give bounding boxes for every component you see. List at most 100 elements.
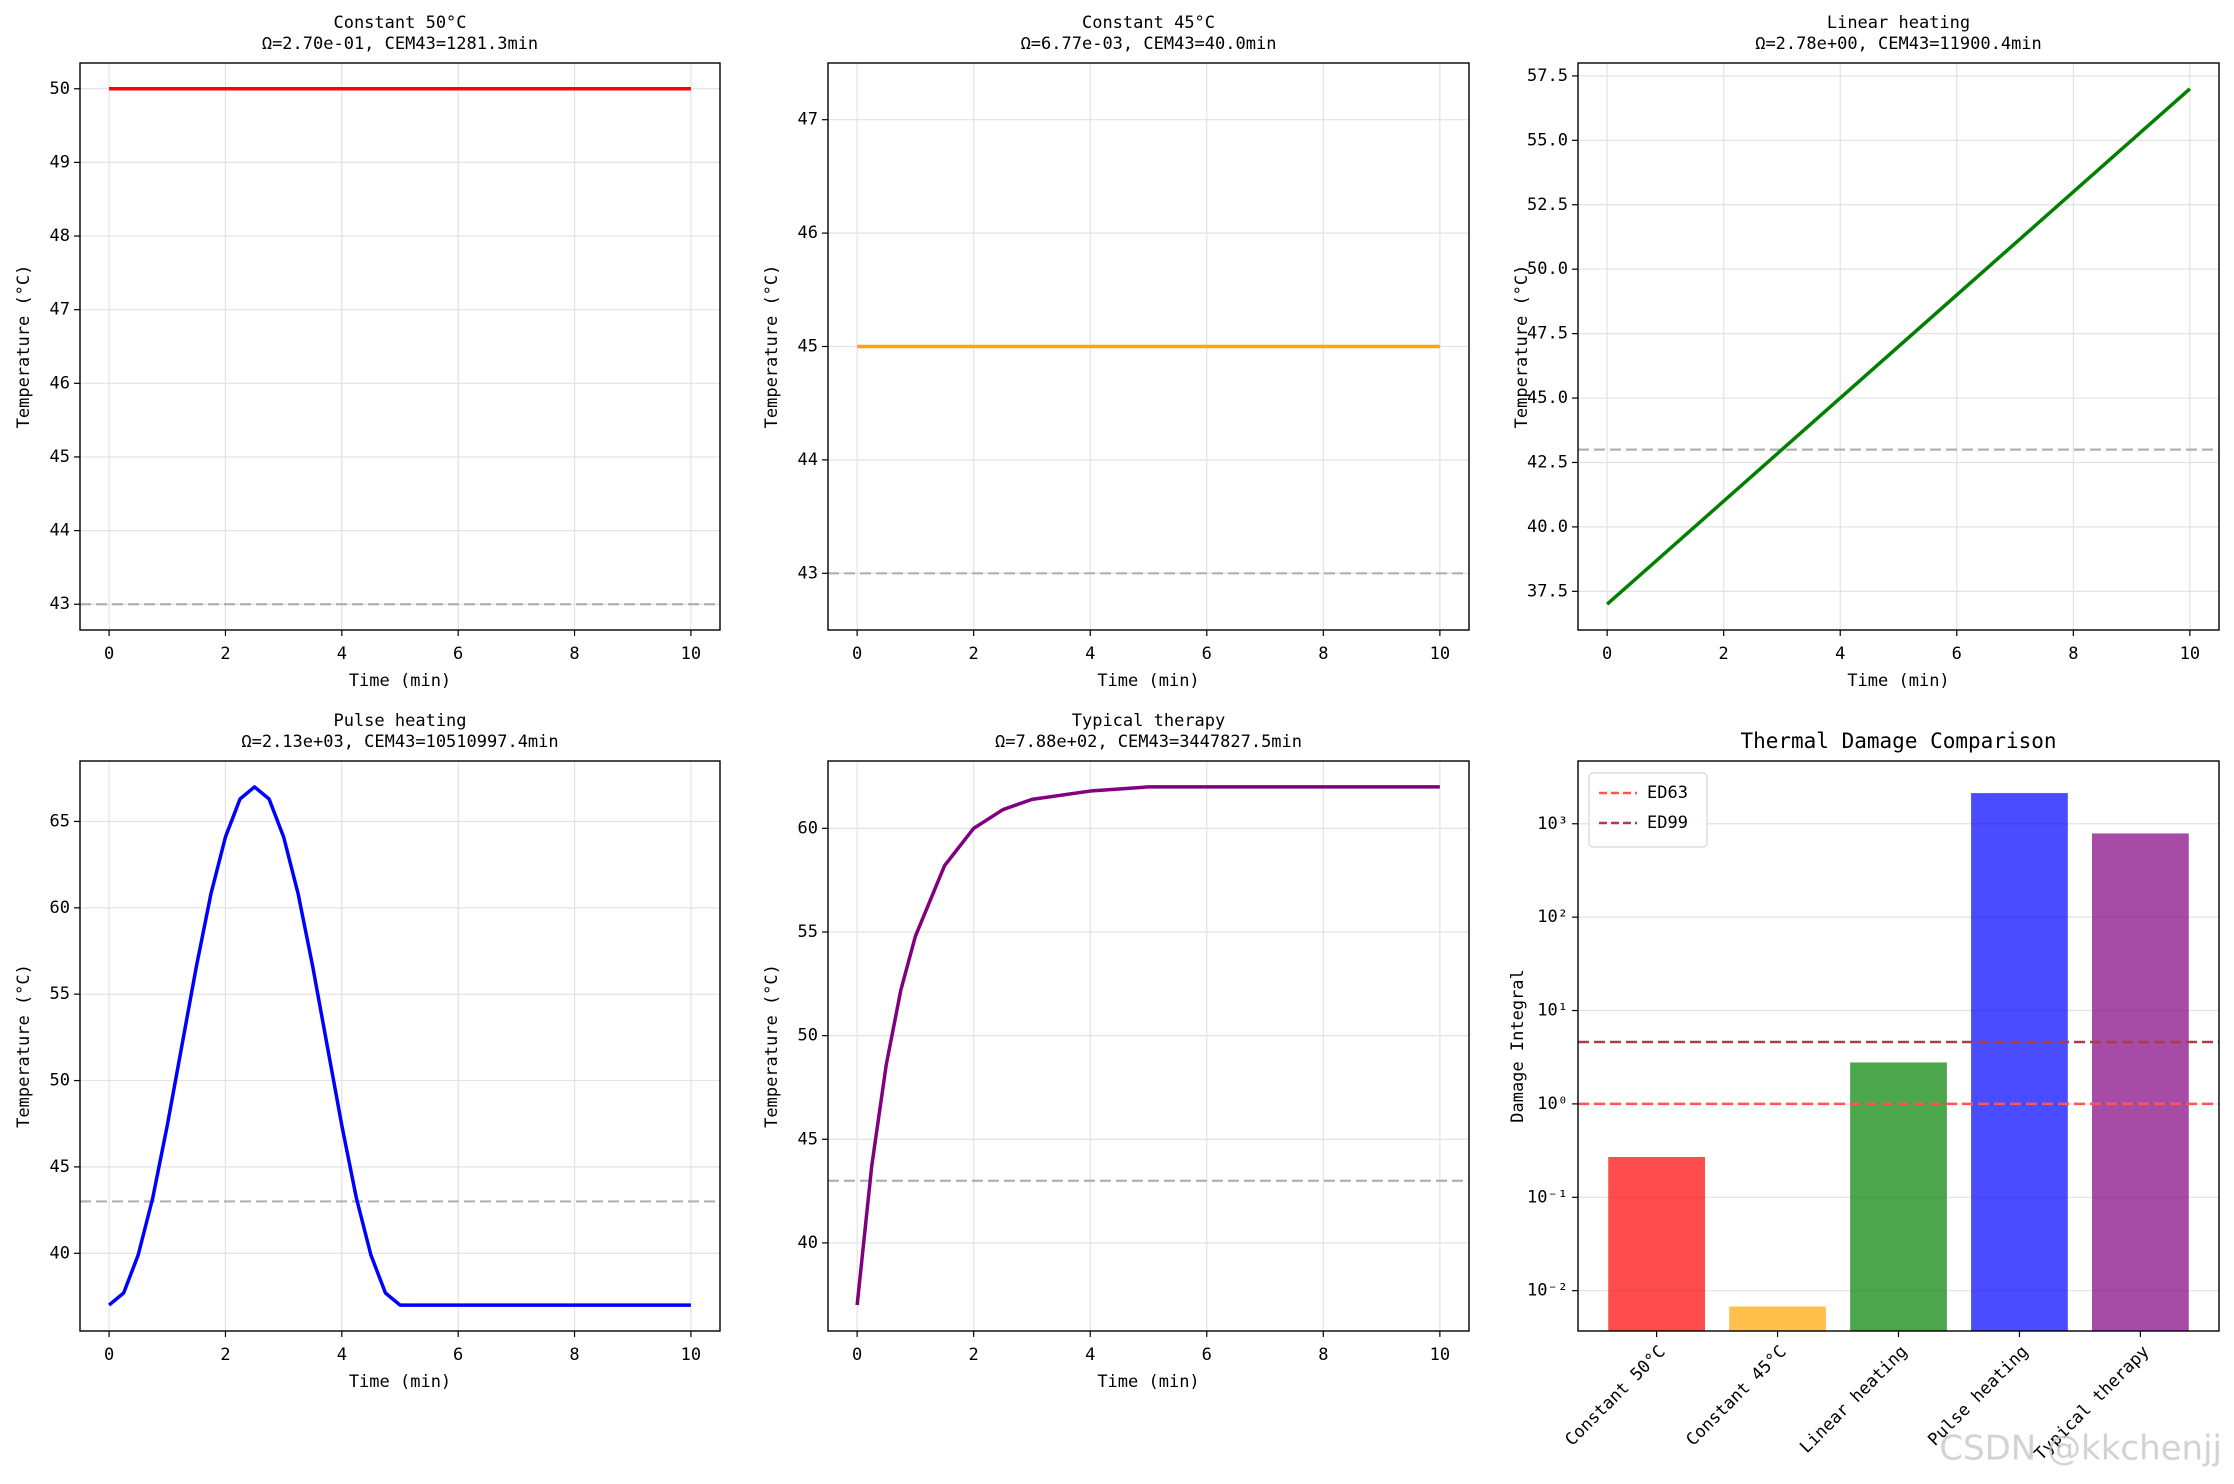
y-tick-label: 55: [798, 922, 818, 942]
chart-subtitle: Ω=2.78e+00, CEM43=11900.4min: [1755, 34, 2042, 54]
y-tick-label: 10²: [1537, 907, 1568, 927]
x-axis-label: Time (min): [349, 1372, 451, 1392]
y-tick-label: 65: [50, 811, 70, 831]
bar: [1608, 1157, 1705, 1331]
y-tick-label: 46: [798, 223, 818, 243]
y-tick-label: 10³: [1537, 814, 1568, 834]
x-tick-label: 8: [1318, 644, 1328, 664]
chart-title: Constant 45°C: [1082, 13, 1215, 33]
x-tick-label: 8: [2068, 644, 2078, 664]
bar: [2092, 833, 2189, 1331]
x-tick-label: 6: [1202, 1345, 1212, 1365]
x-tick-label: 4: [337, 1345, 347, 1365]
y-axis-label: Temperature (°C): [14, 964, 34, 1128]
x-tick-label: 6: [1202, 644, 1212, 664]
y-tick-label: 55.0: [1527, 130, 1568, 150]
bar: [1850, 1062, 1947, 1331]
axes-frame: [79, 760, 721, 1332]
x-axis-label: Time (min): [1847, 671, 1949, 691]
y-tick-label: 45: [798, 1129, 818, 1149]
x-tick-label: 10: [1430, 1345, 1450, 1365]
chart-title: Pulse heating: [333, 711, 466, 731]
x-tick-label: 6: [453, 644, 463, 664]
y-tick-label: 48: [50, 226, 70, 246]
y-axis-label: Temperature (°C): [762, 265, 782, 429]
x-tick-label: 4: [1085, 644, 1095, 664]
chart-subtitle: Ω=7.88e+02, CEM43=3447827.5min: [995, 732, 1302, 752]
y-tick-label: 46: [50, 373, 70, 393]
y-axis-label: Damage Integral: [1508, 969, 1528, 1123]
subplot: Constant 45°CΩ=6.77e-03, CEM43=40.0min 43…: [762, 13, 1470, 691]
axes-frame: [79, 62, 721, 631]
y-tick-label: 47: [50, 300, 70, 320]
y-tick-label: 45: [50, 1157, 70, 1177]
x-tick-label: 6: [1952, 644, 1962, 664]
x-tick-label: 4: [337, 644, 347, 664]
y-axis-label: Temperature (°C): [762, 964, 782, 1128]
x-tick-label: 0: [852, 1345, 862, 1365]
legend-box: [1588, 772, 1708, 848]
y-tick-label: 55: [50, 984, 70, 1004]
bar: [1729, 1306, 1826, 1331]
y-tick-label: 50.0: [1527, 259, 1568, 279]
y-tick-label: 40: [798, 1233, 818, 1253]
subplot: Constant 50°CΩ=2.70e-01, CEM43=1281.3min…: [14, 13, 721, 691]
data-line: [855, 785, 1440, 1306]
x-tick-label: 2: [220, 1345, 230, 1365]
data-line: [1605, 87, 2192, 606]
y-tick-label: 40: [50, 1243, 70, 1263]
y-tick-label: 44: [50, 521, 70, 541]
y-tick-label: 37.5: [1527, 581, 1568, 601]
axes-frame: [827, 62, 1470, 631]
x-axis-label: Time (min): [1097, 1372, 1199, 1392]
y-axis-label: Temperature (°C): [1512, 265, 1532, 429]
y-tick-label: 47.5: [1527, 324, 1568, 344]
x-tick-label: 10: [2180, 644, 2200, 664]
legend-label: ED99: [1647, 813, 1688, 833]
x-tick-label: 2: [1719, 644, 1729, 664]
axes-frame: [827, 760, 1470, 1332]
x-tick-label: 2: [969, 1345, 979, 1365]
y-tick-label: 45: [798, 337, 818, 357]
x-tick-label: 4: [1835, 644, 1845, 664]
y-tick-label: 44: [798, 450, 818, 470]
y-axis-label: Temperature (°C): [14, 265, 34, 429]
x-tick-label: 8: [569, 1345, 579, 1365]
axes-frame: [1577, 760, 2220, 1332]
data-line: [107, 785, 691, 1307]
bar: [1971, 793, 2068, 1331]
y-tick-label: 50: [50, 1071, 70, 1091]
y-tick-label: 45: [50, 447, 70, 467]
x-tick-label: 2: [220, 644, 230, 664]
y-tick-label: 49: [50, 152, 70, 172]
y-tick-label: 52.5: [1527, 195, 1568, 215]
x-axis-label: Time (min): [1097, 671, 1199, 691]
x-tick-label: 10: [1430, 644, 1450, 664]
x-tick-label: 2: [969, 644, 979, 664]
x-tick-label: 4: [1085, 1345, 1095, 1365]
x-tick-label: 10: [681, 644, 701, 664]
x-tick-label: 8: [1318, 1345, 1328, 1365]
y-tick-label: 60: [798, 818, 818, 838]
y-tick-label: 10¹: [1537, 1001, 1568, 1021]
x-tick-label: 8: [569, 644, 579, 664]
x-tick-label: 10: [681, 1345, 701, 1365]
x-tick-label: 0: [104, 1345, 114, 1365]
y-tick-label: 50: [50, 79, 70, 99]
chart-subtitle: Ω=6.77e-03, CEM43=40.0min: [1021, 34, 1277, 54]
x-axis-label: Time (min): [349, 671, 451, 691]
x-tick-label: 0: [1602, 644, 1612, 664]
chart-subtitle: Ω=2.70e-01, CEM43=1281.3min: [262, 34, 538, 54]
x-tick-label: 0: [852, 644, 862, 664]
y-tick-label: 10⁰: [1537, 1094, 1568, 1114]
chart-title: Thermal Damage Comparison: [1740, 729, 2056, 753]
legend-label: ED63: [1647, 783, 1688, 803]
y-tick-label: 47: [798, 110, 818, 130]
axes-frame: [1577, 62, 2220, 631]
y-tick-label: 50: [798, 1026, 818, 1046]
y-tick-label: 42.5: [1527, 452, 1568, 472]
y-tick-label: 60: [50, 898, 70, 918]
y-tick-label: 10⁻²: [1527, 1281, 1568, 1301]
